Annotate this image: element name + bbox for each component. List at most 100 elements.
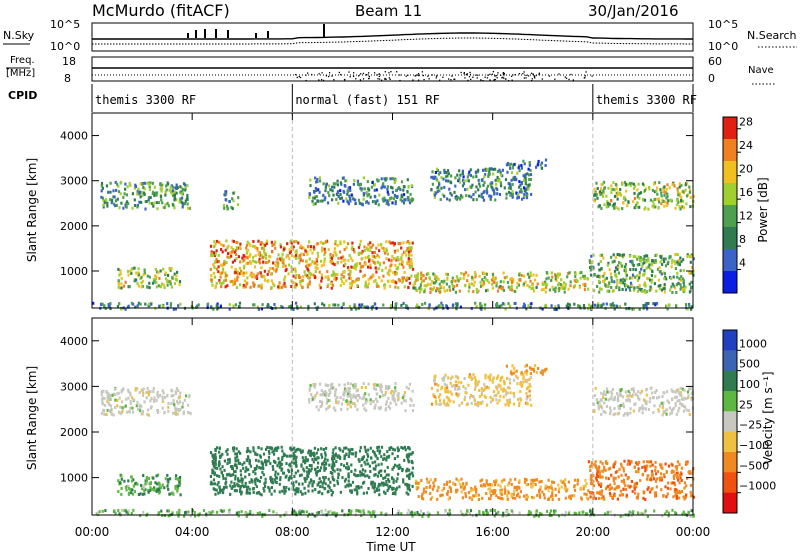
echo-cell [552,287,555,291]
echo-cell [403,185,406,189]
echo-cell [620,281,623,285]
echo-cell [360,385,363,389]
echo-cell [374,473,377,476]
echo-cell [477,168,480,172]
noise-right-tick-bottom: 10^0 [708,40,738,53]
echo-cell [502,387,505,391]
echo-cell [307,244,310,248]
echo-cell [334,389,337,393]
echo-cell [147,393,150,397]
echo-cell [497,385,500,389]
echo-cell [517,485,520,489]
echo-cell [149,181,152,185]
nave-dot [508,79,510,82]
echo-cell [586,277,589,280]
colorbar-swatch [723,249,737,272]
echo-cell [509,277,512,281]
echo-cell [243,254,246,258]
echo-cell [460,381,463,385]
echo-cell [407,240,410,243]
echo-cell [415,274,418,278]
freq-label-line1: Freq. [10,55,35,66]
echo-cell [373,490,376,494]
echo-cell [349,269,352,273]
echo-cell [623,269,626,272]
echo-cell [103,396,106,400]
echo-cell [184,183,187,187]
echo-cell [520,371,523,375]
echo-cell [437,304,441,308]
echo-cell [500,488,504,492]
echo-cell [164,203,167,207]
nave-dot [518,73,521,75]
echo-cell [374,279,377,282]
echo-cell [179,400,182,404]
echo-cell [396,446,399,450]
echo-cell [338,447,341,450]
echo-cell [295,305,299,308]
echo-cell [365,450,368,454]
echo-cell [475,185,478,189]
echo-cell [463,398,466,402]
echo-cell [305,264,308,268]
echo-cell [172,193,175,197]
echo-cell [602,180,606,184]
echo-cell [137,271,140,275]
nave-dot [467,79,469,82]
echo-cell [177,408,180,411]
echo-cell [347,266,350,270]
echo-cell [358,303,361,307]
echo-cell [367,454,370,458]
echo-cell [532,367,535,371]
echo-cell [408,473,411,477]
nave-dot [494,75,496,77]
echo-cell [149,486,152,490]
echo-cell [472,198,475,202]
echo-cell [336,468,339,472]
echo-cell [379,474,383,477]
echo-cell [633,286,636,290]
echo-cell [256,453,259,457]
echo-cell [347,268,350,272]
echo-cell [219,490,222,494]
echo-cell [380,481,383,485]
echo-cell [315,473,318,477]
echo-cell [506,170,509,174]
echo-cell [578,304,581,308]
echo-cell [165,188,168,192]
echo-cell [451,384,454,388]
echo-cell [348,276,351,280]
echo-cell [592,402,596,406]
echo-cell [219,456,222,459]
echo-cell [358,486,361,490]
echo-cell [399,466,402,470]
echo-cell [521,197,524,201]
echo-cell [676,271,679,275]
echo-cell [129,183,132,187]
echo-cell [455,275,459,279]
echo-cell [523,186,526,190]
echo-cell [630,388,633,391]
echo-cell [410,262,413,266]
echo-cell [216,474,219,478]
echo-cell [666,202,669,205]
echo-cell [375,270,378,274]
echo-cell [679,256,682,260]
echo-cell [544,280,547,284]
echo-cell [434,382,437,386]
echo-cell [129,402,132,406]
echo-cell [331,468,334,472]
echo-cell [504,403,507,407]
echo-cell [671,261,674,265]
echo-cell [615,194,618,197]
echo-cell [613,398,616,401]
echo-cell [598,404,602,408]
echo-cell [350,265,353,269]
echo-cell [335,460,338,463]
echo-cell [465,194,468,198]
echo-cell [416,278,420,282]
echo-region [308,382,415,413]
echo-region [117,266,182,290]
echo-cell [348,304,351,308]
echo-cell [155,474,158,478]
